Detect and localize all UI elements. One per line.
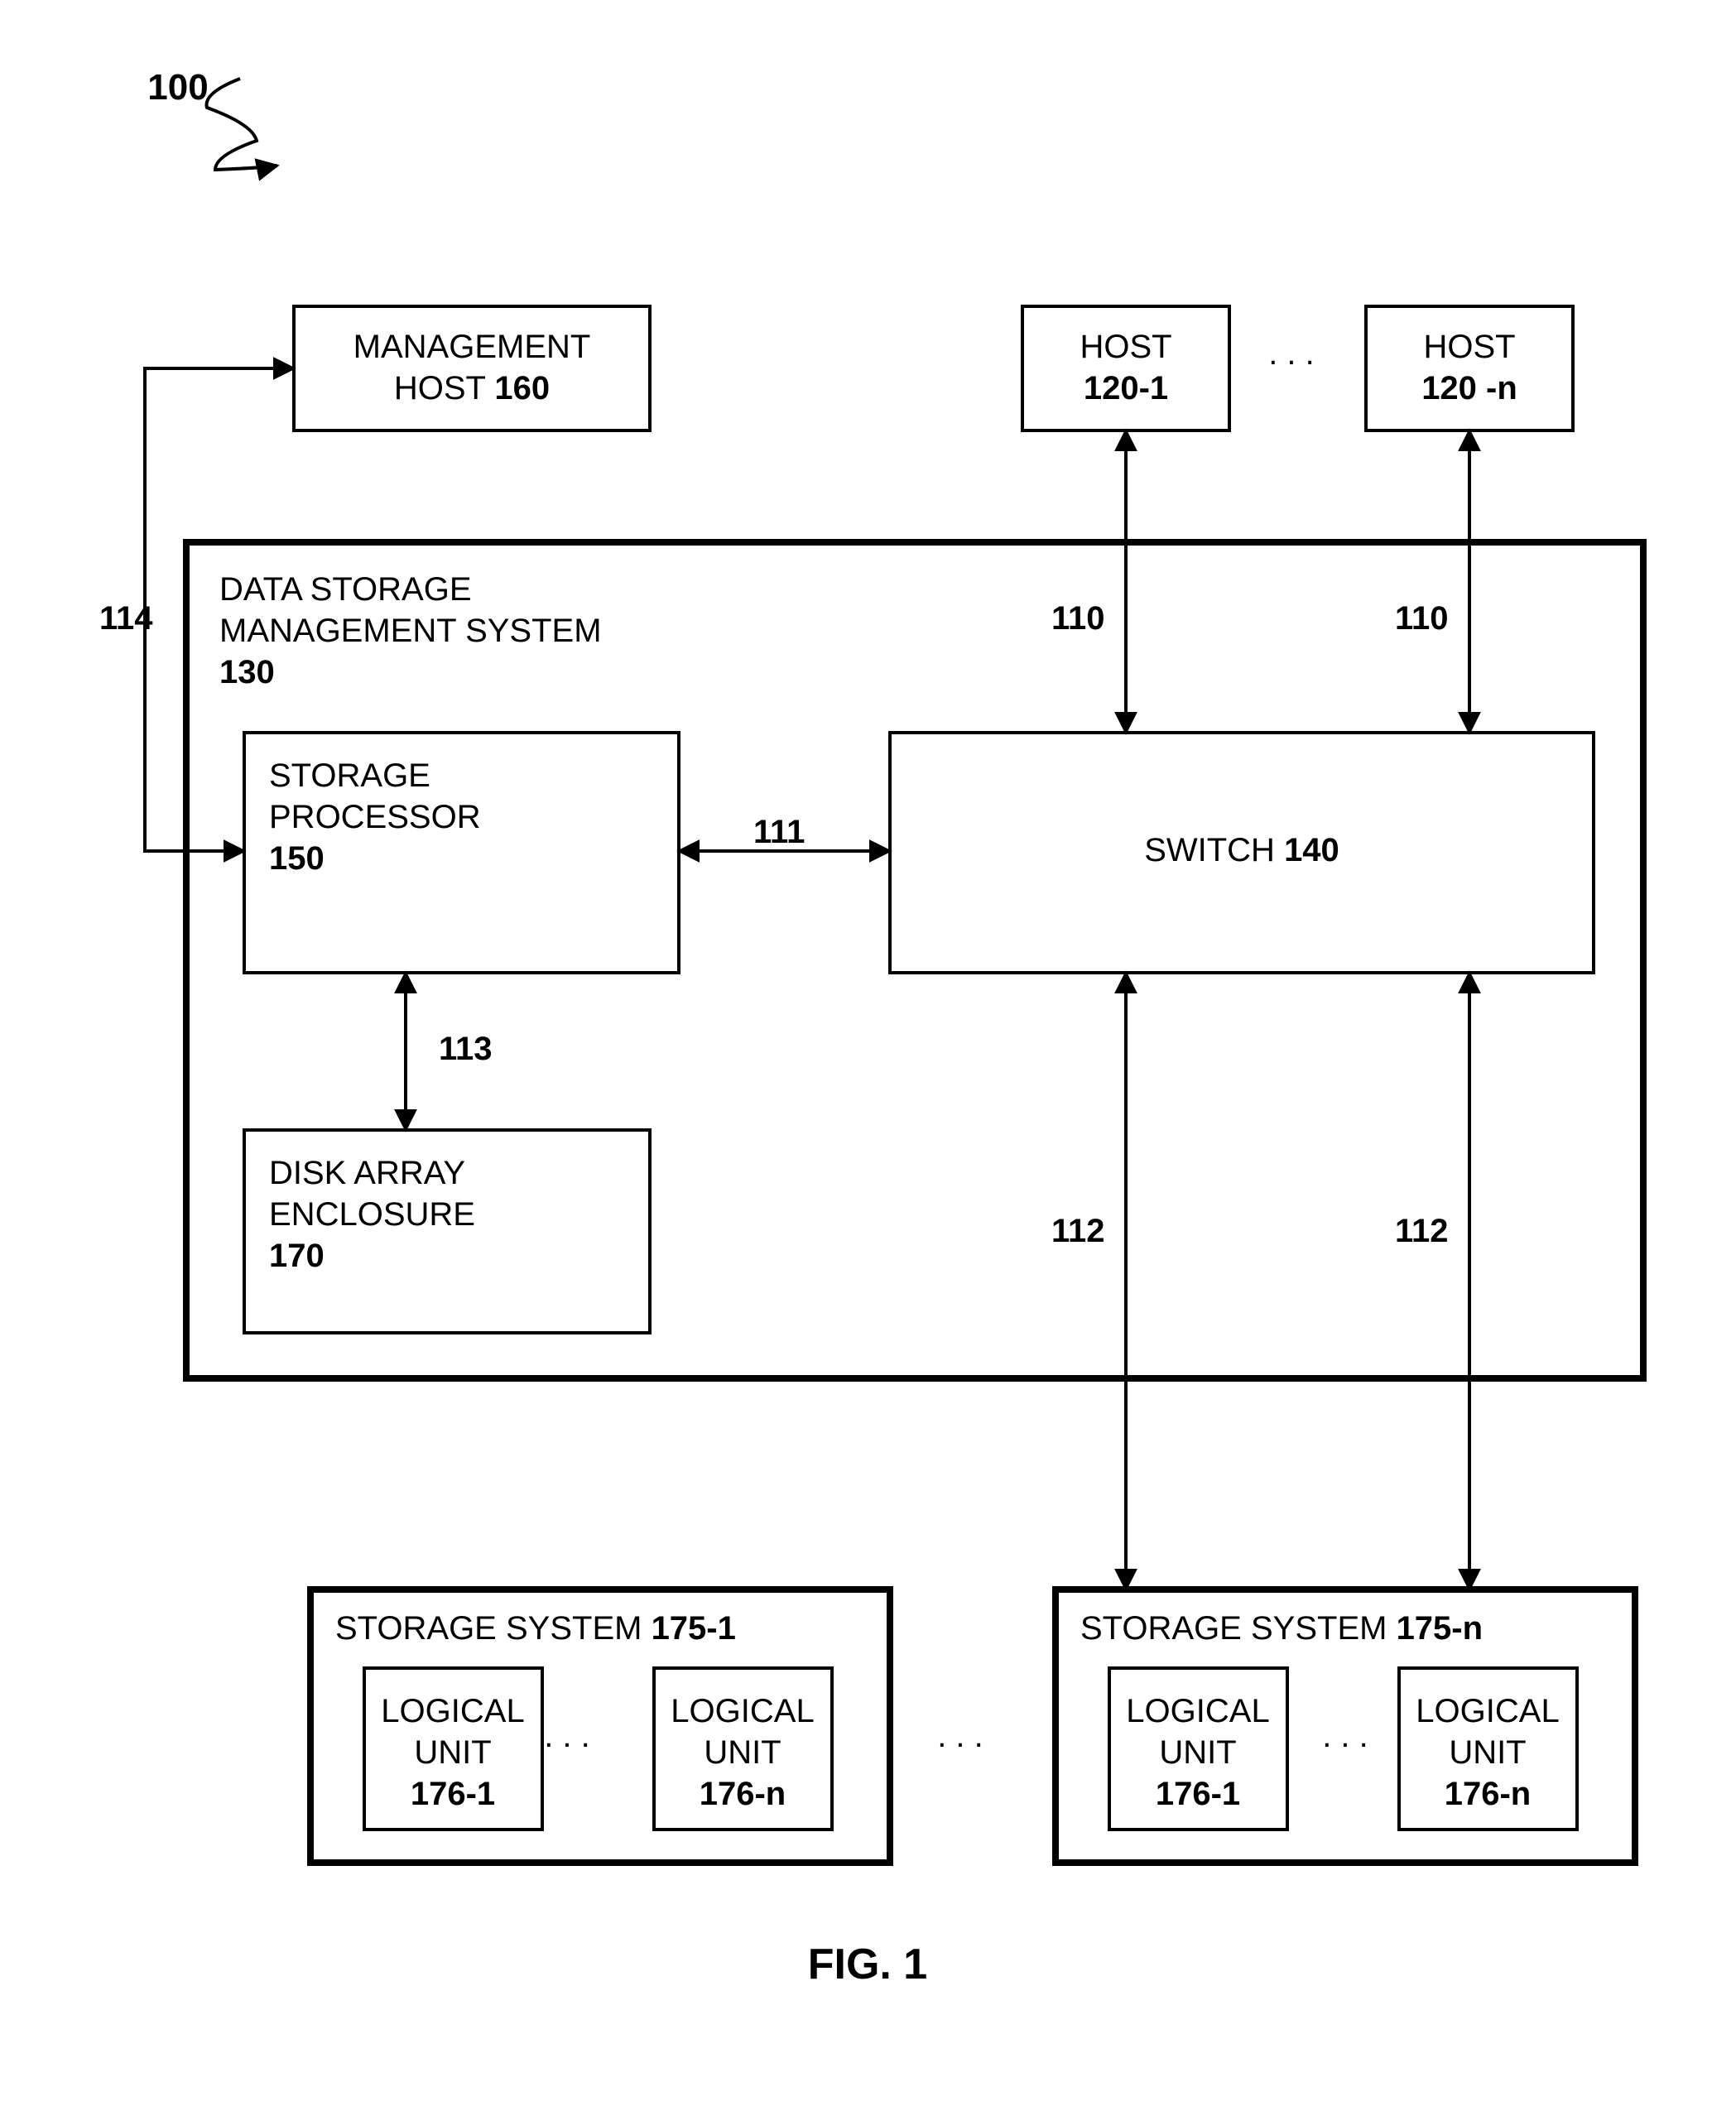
lu_1b-label-0: LOGICAL	[1126, 1693, 1269, 1729]
lu_nb-label-0: LOGICAL	[1416, 1693, 1559, 1729]
figure-caption: FIG. 1	[808, 1940, 927, 1988]
connector-c113-label: 113	[439, 1031, 493, 1067]
ellipsis-lu_b: . . .	[1322, 1718, 1368, 1754]
stor_sys_n-label-0: STORAGE SYSTEM 175-n	[1080, 1610, 1483, 1647]
dsms-box	[186, 542, 1643, 1378]
host_1-box	[1022, 306, 1229, 430]
lu_nb-label-1: UNIT	[1449, 1734, 1526, 1771]
ellipsis-lu_a: . . .	[544, 1718, 590, 1754]
disk_array-label-0: DISK ARRAY	[269, 1155, 465, 1191]
figure-ref-100: 100	[147, 67, 208, 108]
disk_array-label-1: ENCLOSURE	[269, 1196, 475, 1233]
diagram-canvas: MANAGEMENT HOST 160 HOST 120-1 HOST 120 -n DAT…	[0, 0, 1736, 2111]
lu_1b-label-2: 176-1	[1156, 1776, 1240, 1812]
mgmt_host-label-0: MANAGEMENT	[353, 329, 591, 365]
lu_na-label-2: 176-n	[700, 1776, 786, 1812]
host_n-label-0: HOST	[1423, 329, 1515, 365]
ellipsis-hosts: . . .	[1268, 335, 1315, 372]
dsms-label-0: DATA STORAGE	[219, 571, 472, 608]
lu_nb-label-2: 176-n	[1445, 1776, 1532, 1812]
figure-ref-arrow	[207, 79, 278, 170]
lu_na-label-0: LOGICAL	[671, 1693, 814, 1729]
host_n-box	[1366, 306, 1573, 430]
connector-c112a-label: 112	[1051, 1213, 1105, 1249]
lu_1a-label-0: LOGICAL	[381, 1693, 524, 1729]
switch-label-0: SWITCH 140	[1144, 832, 1339, 868]
connector-c110a-label: 110	[1051, 600, 1105, 637]
storage_processor-label-1: PROCESSOR	[269, 799, 481, 835]
stor_sys_1-label-0: STORAGE SYSTEM 175-1	[335, 1610, 736, 1647]
lu_na-label-1: UNIT	[704, 1734, 781, 1771]
dsms-label-2: 130	[219, 654, 275, 690]
host_1-label-1: 120-1	[1084, 370, 1168, 406]
host_n-label-1: 120 -n	[1421, 370, 1517, 406]
dsms-label-1: MANAGEMENT SYSTEM	[219, 613, 602, 649]
lu_1a-label-1: UNIT	[414, 1734, 491, 1771]
lu_1a-label-2: 176-1	[411, 1776, 495, 1812]
disk_array-label-2: 170	[269, 1238, 325, 1274]
connector-c110b-label: 110	[1395, 600, 1449, 637]
mgmt_host-box	[294, 306, 650, 430]
lu_1b-label-1: UNIT	[1159, 1734, 1236, 1771]
mgmt_host-label-1: HOST 160	[394, 370, 550, 406]
host_1-label-0: HOST	[1080, 329, 1171, 365]
connector-c111-label: 111	[753, 814, 805, 850]
storage_processor-label-0: STORAGE	[269, 757, 430, 794]
storage_processor-label-2: 150	[269, 840, 325, 877]
connector-114-label: 114	[99, 600, 153, 637]
connector-c112b-label: 112	[1395, 1213, 1449, 1249]
ellipsis-stor_sys: . . .	[937, 1718, 983, 1754]
